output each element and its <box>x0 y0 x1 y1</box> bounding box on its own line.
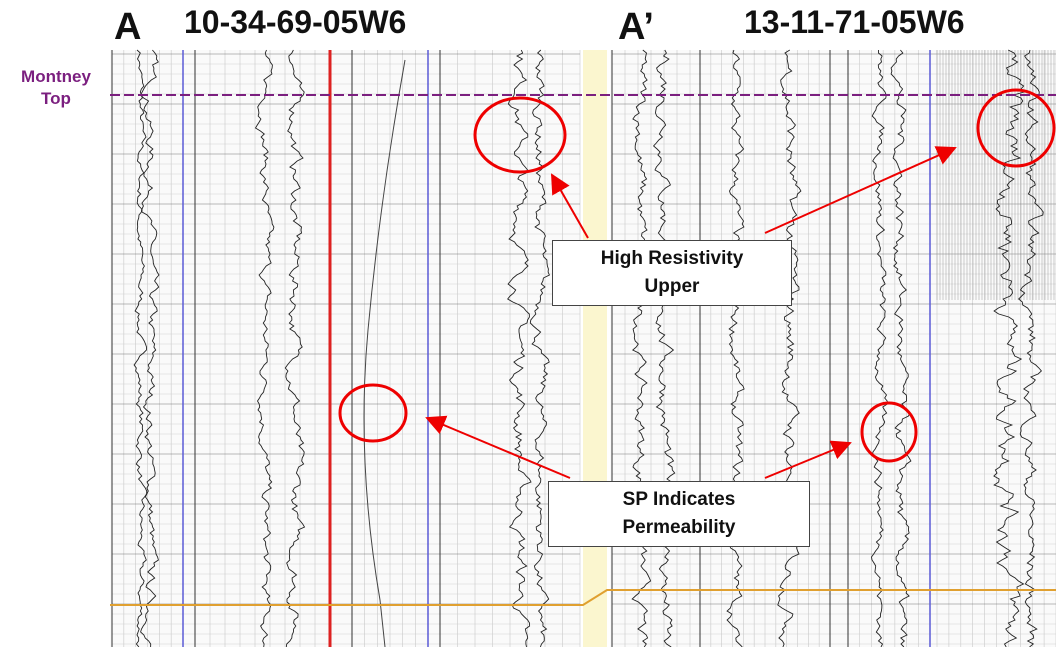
log-curve <box>507 49 532 647</box>
arrow <box>425 415 571 479</box>
correlation-strip <box>583 50 607 647</box>
callout-resistivity: High Resistivity Upper <box>552 240 792 306</box>
log-curve <box>890 49 912 647</box>
log-curve <box>777 49 802 647</box>
log-curve <box>529 49 550 647</box>
highlight-circle <box>860 401 918 463</box>
log-curve <box>652 49 677 647</box>
highlight-circle <box>338 383 408 443</box>
log-curve <box>726 49 745 647</box>
well-b-letter: A’ <box>618 6 654 48</box>
log-curve <box>1018 49 1044 647</box>
arrow <box>764 146 957 234</box>
well-a-letter: A <box>114 6 142 48</box>
log-panel <box>610 50 1056 647</box>
log-curve <box>993 49 1025 647</box>
log-curve <box>254 49 275 647</box>
highlight-circle <box>976 88 1056 168</box>
sp-curve <box>363 59 406 647</box>
well-a-name: 10-34-69-05W6 <box>184 4 407 40</box>
arrow <box>764 440 852 479</box>
log-curve <box>139 49 160 647</box>
log-curve <box>631 49 652 647</box>
base-line <box>110 589 1056 606</box>
log-curve <box>133 49 148 647</box>
log-curve <box>284 49 306 647</box>
well-b-name: 13-11-71-05W6 <box>744 4 965 40</box>
montney-top-label: Montney Top <box>21 67 91 108</box>
callout-sp: SP Indicates Permeability <box>548 481 810 547</box>
highlight-circle <box>473 96 567 174</box>
log-panel <box>110 50 580 647</box>
log-curve <box>871 50 888 647</box>
arrow <box>551 173 589 239</box>
